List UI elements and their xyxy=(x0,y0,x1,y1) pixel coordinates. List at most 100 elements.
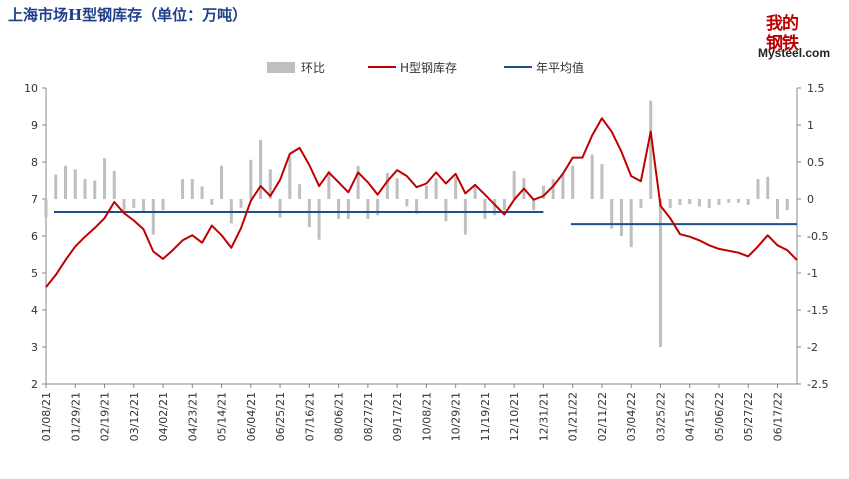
wow-change-bar xyxy=(327,170,331,199)
x-tick-label: 03/12/21 xyxy=(128,392,141,441)
wow-change-bar xyxy=(415,199,419,214)
wow-change-bar xyxy=(64,165,68,199)
x-tick-label: 11/19/21 xyxy=(479,392,492,441)
wow-change-bar xyxy=(268,169,272,199)
wow-change-bar xyxy=(639,199,643,208)
x-tick-label: 06/17/22 xyxy=(771,392,784,441)
wow-change-bar xyxy=(54,174,58,199)
wow-change-bar xyxy=(473,184,477,199)
wow-change-bar xyxy=(658,199,662,347)
wow-change-bar xyxy=(590,154,594,199)
x-tick-label: 05/27/22 xyxy=(742,392,755,441)
wow-change-bar xyxy=(337,199,341,219)
wow-change-bar xyxy=(132,199,136,208)
wow-change-bar xyxy=(346,199,350,219)
wow-change-bar xyxy=(775,199,779,219)
x-tick-label: 09/17/21 xyxy=(391,392,404,441)
wow-change-bar xyxy=(649,100,653,199)
wow-change-bar xyxy=(483,199,487,219)
wow-change-bar xyxy=(366,199,370,219)
legend-label-wow: 环比 xyxy=(301,61,325,75)
x-tick-label: 04/02/21 xyxy=(157,392,170,441)
y-right-tick-label: -1 xyxy=(807,267,818,280)
x-tick-label: 10/29/21 xyxy=(450,392,463,441)
wow-change-bar xyxy=(551,179,555,199)
y-right-tick-label: -2 xyxy=(807,341,818,354)
x-tick-label: 06/25/21 xyxy=(274,392,287,441)
wow-change-bar xyxy=(688,199,692,205)
y-right-tick-label: 1 xyxy=(807,119,814,132)
wow-change-bar xyxy=(434,178,438,199)
wow-change-bar xyxy=(395,178,399,199)
wow-change-bar xyxy=(200,186,204,199)
chart-axes: 2 3 4 5 6 7 8 9 10 1.5 1 0.5 0 -0.5 -1 -1.5 -2 -2.5 01/08/… xyxy=(24,82,828,441)
wow-change-bar xyxy=(405,199,409,207)
wow-change-bar xyxy=(385,173,389,199)
wow-change-bar xyxy=(697,199,701,207)
y-right-tick-label: -0.5 xyxy=(807,230,828,243)
wow-change-bar xyxy=(766,176,770,199)
wow-change-bar xyxy=(668,199,672,208)
wow-change-bar xyxy=(307,199,311,228)
y-left-tick-label: 7 xyxy=(31,193,38,206)
wow-change-bar xyxy=(83,179,87,199)
wow-change-bar xyxy=(298,184,302,199)
chart-lines xyxy=(45,117,798,288)
wow-change-bar xyxy=(249,159,253,199)
legend-bar-swatch xyxy=(267,62,295,73)
wow-change-bar xyxy=(541,185,545,199)
wow-change-bar xyxy=(239,199,243,208)
y-right-tick-label: 0 xyxy=(807,193,814,206)
x-tick-label: 06/04/21 xyxy=(245,392,258,441)
wow-change-bar xyxy=(122,199,126,213)
wow-change-bar xyxy=(785,199,789,211)
y-left-tick-label: 10 xyxy=(24,82,38,95)
x-tick-label: 01/08/21 xyxy=(40,392,53,441)
wow-change-bar xyxy=(736,199,740,203)
x-tick-label: 04/23/21 xyxy=(186,392,199,441)
x-tick-label: 02/19/21 xyxy=(99,392,112,441)
y-left-tick-label: 9 xyxy=(31,119,38,132)
wow-change-bar xyxy=(161,199,165,211)
wow-change-bar xyxy=(678,199,682,205)
wow-change-bar xyxy=(190,179,194,199)
legend-label-average: 年平均值 xyxy=(536,60,584,75)
x-tick-label: 08/06/21 xyxy=(333,392,346,441)
wow-change-bar xyxy=(454,176,458,199)
x-tick-label: 03/04/22 xyxy=(625,392,638,441)
y-left-tick-label: 8 xyxy=(31,156,38,169)
wow-change-bar xyxy=(259,139,263,199)
wow-change-bar xyxy=(610,199,614,229)
y-left-tick-label: 2 xyxy=(31,378,38,391)
y-right-tick-label: -2.5 xyxy=(807,378,828,391)
wow-change-bar xyxy=(512,170,516,199)
x-tick-label: 12/31/21 xyxy=(537,392,550,441)
wow-change-bar xyxy=(717,199,721,205)
wow-change-bar xyxy=(210,199,214,205)
x-tick-label: 01/21/22 xyxy=(567,392,580,441)
wow-change-bars xyxy=(44,100,789,347)
wow-change-bar xyxy=(317,199,321,240)
x-tick-label: 05/14/21 xyxy=(216,392,229,441)
wow-change-bar xyxy=(756,179,760,199)
y-right-tick-label: -1.5 xyxy=(807,304,828,317)
wow-change-bar xyxy=(103,158,107,199)
wow-change-bar xyxy=(112,170,116,199)
wow-change-bar xyxy=(220,165,224,199)
x-tick-label: 08/27/21 xyxy=(362,392,375,441)
mysteel-logo: 我的钢铁 Mysteel.com xyxy=(758,14,838,64)
wow-change-bar xyxy=(73,169,77,199)
wow-change-bar xyxy=(142,199,146,213)
y-left-tick-label: 6 xyxy=(31,230,38,243)
y-left-tick-label: 4 xyxy=(31,304,38,317)
x-tick-label: 04/15/22 xyxy=(684,392,697,441)
wow-change-bar xyxy=(44,199,48,218)
wow-change-bar xyxy=(493,199,497,216)
chart-legend: 环比 H型钢库存 年平均值 xyxy=(267,60,584,75)
wow-change-bar xyxy=(727,199,731,203)
wow-change-bar xyxy=(278,199,282,218)
x-tick-label: 10/08/21 xyxy=(420,392,433,441)
wow-change-bar xyxy=(502,199,506,211)
x-tick-label: 07/16/21 xyxy=(303,392,316,441)
